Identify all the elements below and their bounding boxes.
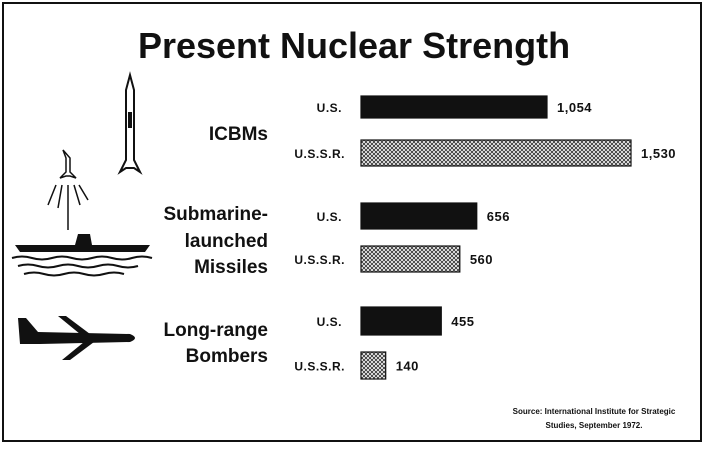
series-label: U.S. [317,101,342,115]
category-label: launched [185,231,268,252]
chart-title: Present Nuclear Strength [138,25,570,66]
data-label: 1,054 [557,100,592,115]
category-label: Missiles [194,257,268,278]
category-label: ICBMs [209,124,268,145]
source-line-1: Source: International Institute for Stra… [513,407,676,416]
bomber-plane-icon [18,316,135,360]
source-line-2: Studies, September 1972. [546,421,643,430]
submarine-icon [11,234,153,277]
category-label: Bombers [186,346,268,367]
icbm-rocket-icon [117,71,143,175]
category-label: Long-range [164,320,269,341]
data-label: 455 [451,314,474,329]
data-label: 560 [470,252,493,267]
series-label: U.S.S.R. [294,147,345,161]
series-label: U.S. [317,315,342,329]
series-label: U.S. [317,210,342,224]
data-label: 140 [396,359,419,374]
bar [360,245,461,273]
bar [360,202,478,230]
bar [360,351,387,380]
bar [360,139,632,167]
submarine-missile-icon [47,149,89,230]
bar [360,95,548,119]
data-label: 1,530 [641,146,676,161]
bar [360,306,442,336]
series-label: U.S.S.R. [294,253,345,267]
chart-frame [2,2,702,442]
data-label: 656 [487,209,510,224]
series-label: U.S.S.R. [294,360,345,374]
category-label: Submarine- [163,204,268,225]
